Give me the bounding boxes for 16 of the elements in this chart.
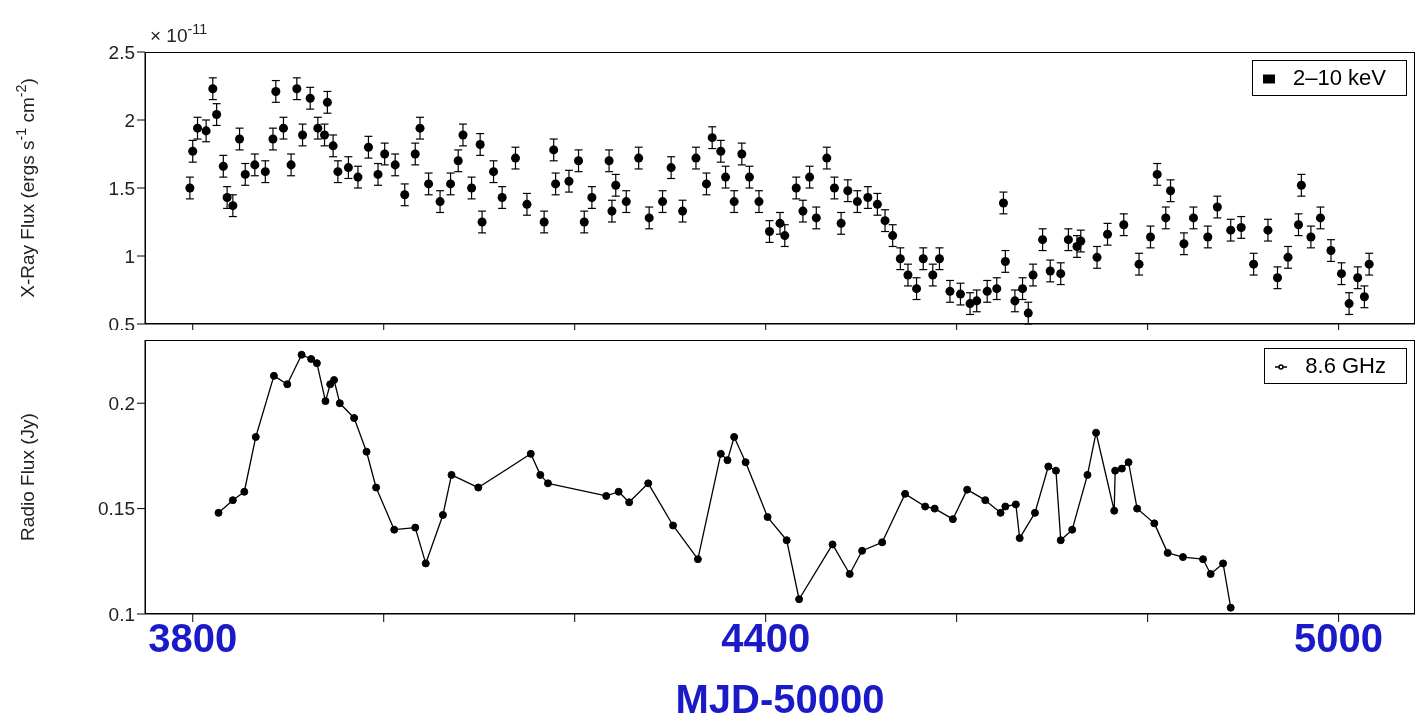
x-axis-title: MJD-50000 [675,677,885,721]
y-tick-label: 2.5 [108,41,135,63]
x-tick-label: 3800 [148,616,238,661]
legend-label: 8.6 GHz [1305,353,1386,378]
x-tick-label: 5000 [1294,616,1384,661]
y-tick-label: 0.1 [108,603,135,625]
y-tick-label: 0.5 [108,313,135,335]
y-axis-title: Radio Flux (Jy) [17,413,38,541]
text: × 10$^{-11}$ [150,21,208,46]
y-tick-label: 2 [124,109,135,131]
y-tick-label: 1 [124,245,135,267]
legend-label: 2–10 keV [1293,65,1386,90]
x-tick-label: 4400 [721,616,811,661]
y-tick-label: 0.15 [98,498,135,520]
y-tick-label: 1.5 [108,177,135,199]
y-tick-label: 0.2 [108,392,135,414]
